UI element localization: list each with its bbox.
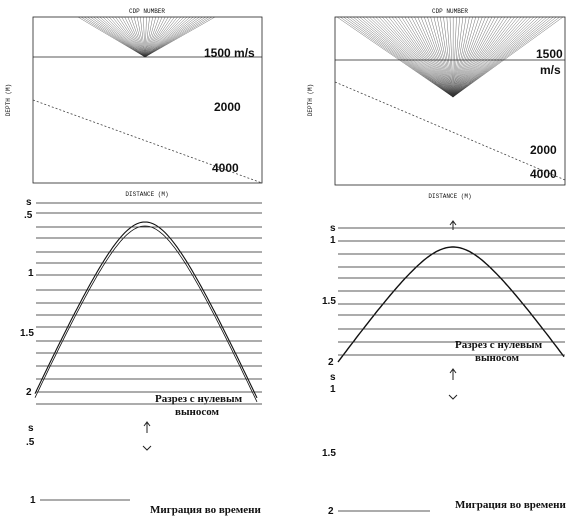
- arrow: [448, 368, 458, 400]
- time-label: 1: [330, 235, 336, 246]
- section-caption: Разрез с нулевым: [455, 339, 543, 351]
- time-label: 1.5: [20, 328, 34, 339]
- axis-label: DISTANCE (M): [428, 193, 471, 200]
- velocity-label: 4000: [212, 161, 239, 175]
- section-caption: выносом: [175, 406, 220, 418]
- time-label: 1: [330, 384, 336, 395]
- time-label: s: [330, 372, 336, 383]
- time-label: 2: [328, 357, 334, 368]
- left-model: CDP NUMBER DISTANCE (M) DEPTH (M) 1500 m…: [5, 8, 263, 198]
- time-label: .5: [26, 437, 35, 448]
- diffraction-curve: [337, 246, 565, 363]
- velocity-label: 2000: [214, 100, 241, 114]
- velocity-label: 1500 m/s: [204, 46, 255, 60]
- time-label: 2: [26, 387, 32, 398]
- time-label: s: [28, 423, 34, 434]
- time-label: s: [330, 223, 336, 234]
- axis-label: DEPTH (M): [307, 84, 314, 116]
- velocity-label: 2000: [530, 143, 557, 157]
- interface: [334, 81, 566, 181]
- time-label: s: [26, 197, 32, 208]
- velocity-label: 4000: [530, 167, 557, 181]
- migration-caption: Миграция во времени: [150, 504, 261, 516]
- time-label: 1: [30, 495, 36, 506]
- section-caption: выносом: [475, 352, 520, 364]
- axis-label: DEPTH (M): [5, 84, 12, 116]
- time-label: 2: [328, 506, 334, 517]
- time-label: 1: [28, 268, 34, 279]
- axis-header: CDP NUMBER: [129, 8, 165, 15]
- diffraction-curve: [34, 221, 258, 399]
- velocity-label: 1500: [536, 47, 563, 61]
- axis-header: CDP NUMBER: [432, 8, 468, 15]
- diffraction-curve: [34, 225, 258, 403]
- right-model: CDP NUMBER DISTANCE (M) DEPTH (M) 1500 m…: [307, 8, 566, 200]
- arrow: [449, 220, 457, 230]
- axis-label: DISTANCE (M): [125, 191, 168, 198]
- ray-fan: [336, 16, 564, 98]
- velocity-label: m/s: [540, 63, 561, 77]
- model-frame: [334, 16, 566, 186]
- interface: [32, 99, 263, 184]
- migration-caption: Миграция во времени: [455, 499, 566, 511]
- section-caption: Разрез с нулевым: [155, 393, 243, 405]
- arrow: [142, 421, 152, 451]
- time-label: 1.5: [322, 448, 336, 459]
- time-label: 1.5: [322, 296, 336, 307]
- time-label: .5: [24, 210, 33, 221]
- ray-fan: [77, 16, 216, 58]
